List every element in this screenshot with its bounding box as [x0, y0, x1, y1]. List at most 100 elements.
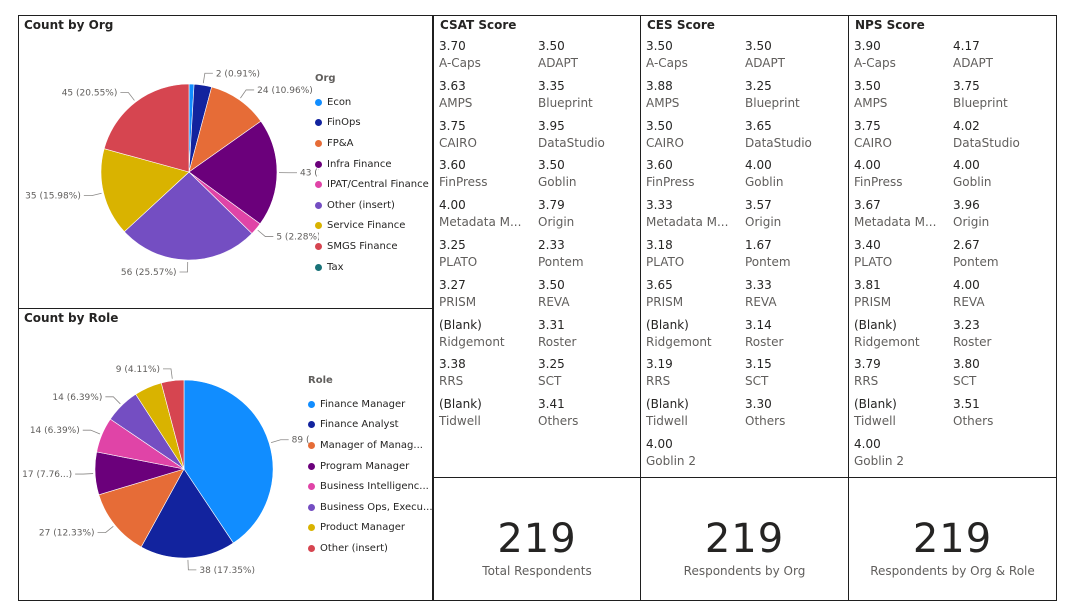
score-item-reva[interactable]: 3.33 REVA: [745, 277, 777, 311]
score-item-pontem[interactable]: 1.67 Pontem: [745, 237, 791, 271]
score-item-origin[interactable]: 3.96 Origin: [953, 197, 989, 231]
score-item-goblin[interactable]: 3.50 Goblin: [538, 157, 577, 191]
score-item-prism[interactable]: 3.65 PRISM: [646, 277, 683, 311]
score-item-a-caps[interactable]: 3.70 A-Caps: [439, 38, 481, 72]
score-item-finpress[interactable]: 3.60 FinPress: [439, 157, 488, 191]
org-legend-item-service-finance[interactable]: Service Finance: [315, 216, 429, 237]
score-item-roster[interactable]: 3.23 Roster: [953, 317, 991, 351]
role-legend-item-business-intelligenc[interactable]: Business Intelligenc...: [308, 476, 433, 497]
score-item-sct[interactable]: 3.25 SCT: [538, 356, 565, 390]
score-item-amps[interactable]: 3.63 AMPS: [439, 78, 472, 112]
score-item-plato[interactable]: 3.40 PLATO: [854, 237, 892, 271]
score-item-roster[interactable]: 3.14 Roster: [745, 317, 783, 351]
score-item-adapt[interactable]: 3.50 ADAPT: [745, 38, 785, 72]
score-item-finpress[interactable]: 4.00 FinPress: [854, 157, 903, 191]
score-item-tidwell[interactable]: (Blank) Tidwell: [854, 396, 897, 430]
role-chart-panel[interactable]: Count by Role 89 (40.64%) 38 (17.35%) 27 (…: [18, 308, 433, 601]
org-legend-item-other-insert[interactable]: Other (insert): [315, 195, 429, 216]
org-slice-other-insert[interactable]: [123, 171, 253, 261]
org-legend-item-econ[interactable]: Econ: [315, 92, 429, 113]
org-chart-title: Count by Org: [24, 18, 114, 32]
role-legend-item-program-manager[interactable]: Program Manager: [308, 456, 433, 477]
score-item-others[interactable]: 3.51 Others: [953, 396, 993, 430]
org-pie-chart[interactable]: 2 (0.91%) 24 (10.96%) 43 (19.63%) 5 (2.28%)…: [19, 16, 319, 308]
score-item-rrs[interactable]: 3.79 RRS: [854, 356, 881, 390]
role-legend-item-other-insert[interactable]: Other (insert): [308, 538, 433, 559]
nps-score-panel[interactable]: NPS Score 3.90 A-Caps 4.17 ADAPT 3.50 AMPS 3.7…: [848, 15, 1057, 478]
score-item-goblin-2[interactable]: 4.00 Goblin 2: [854, 436, 904, 470]
score-item-pontem[interactable]: 2.67 Pontem: [953, 237, 999, 271]
role-legend-item-finance-analyst[interactable]: Finance Analyst: [308, 415, 433, 436]
org-slice-smgs-finance[interactable]: [103, 83, 190, 173]
score-value: 3.50: [646, 39, 673, 53]
csat-score-panel[interactable]: CSAT Score 3.70 A-Caps 3.50 ADAPT 3.63 AMPS 3.…: [433, 15, 641, 478]
score-product-name: Others: [538, 414, 579, 429]
score-item-datastudio[interactable]: 4.02 DataStudio: [953, 118, 1020, 152]
score-item-ridgemont[interactable]: (Blank) Ridgemont: [646, 317, 712, 351]
org-legend-item-infra-finance[interactable]: Infra Finance: [315, 154, 429, 175]
score-item-goblin[interactable]: 4.00 Goblin: [745, 157, 784, 191]
role-slice-finance-analyst[interactable]: [140, 468, 234, 559]
role-pie-chart[interactable]: 89 (40.64%) 38 (17.35%) 27 (12.33%) 17 (7.7…: [19, 309, 309, 600]
score-item-blueprint[interactable]: 3.75 Blueprint: [953, 78, 1008, 112]
org-legend-item-fp-a[interactable]: FP&A: [315, 133, 429, 154]
org-legend-item-smgs-finance[interactable]: SMGS Finance: [315, 236, 429, 257]
score-item-plato[interactable]: 3.18 PLATO: [646, 237, 684, 271]
role-legend-label: Manager of Manag...: [320, 439, 423, 451]
score-item-amps[interactable]: 3.50 AMPS: [854, 78, 887, 112]
score-item-roster[interactable]: 3.31 Roster: [538, 317, 576, 351]
score-item-a-caps[interactable]: 3.90 A-Caps: [854, 38, 896, 72]
score-item-others[interactable]: 3.41 Others: [538, 396, 578, 430]
score-item-rrs[interactable]: 3.19 RRS: [646, 356, 673, 390]
score-item-a-caps[interactable]: 3.50 A-Caps: [646, 38, 688, 72]
total-respondents-card[interactable]: 219 Total Respondents: [433, 477, 641, 601]
role-leader-line: [270, 439, 289, 444]
respondents-by-org-role-card[interactable]: 219 Respondents by Org & Role: [848, 477, 1057, 601]
score-item-datastudio[interactable]: 3.95 DataStudio: [538, 118, 605, 152]
org-legend-item-ipat-central-finance[interactable]: IPAT/Central Finance: [315, 174, 429, 195]
role-slice-other-insert[interactable]: [160, 379, 185, 470]
org-slice-infra-finance[interactable]: [188, 120, 278, 225]
score-item-cairo[interactable]: 3.75 CAIRO: [854, 118, 892, 152]
score-item-metadata-m[interactable]: 4.00 Metadata M...: [439, 197, 521, 231]
org-legend-item-tax[interactable]: Tax: [315, 257, 429, 278]
score-item-tidwell[interactable]: (Blank) Tidwell: [439, 396, 482, 430]
score-item-ridgemont[interactable]: (Blank) Ridgemont: [439, 317, 505, 351]
score-item-origin[interactable]: 3.57 Origin: [745, 197, 781, 231]
role-legend-item-business-ops-execu[interactable]: Business Ops, Execu...: [308, 497, 433, 518]
score-item-others[interactable]: 3.30 Others: [745, 396, 785, 430]
score-item-tidwell[interactable]: (Blank) Tidwell: [646, 396, 689, 430]
score-item-finpress[interactable]: 3.60 FinPress: [646, 157, 695, 191]
score-item-blueprint[interactable]: 3.25 Blueprint: [745, 78, 800, 112]
score-item-cairo[interactable]: 3.75 CAIRO: [439, 118, 477, 152]
score-item-sct[interactable]: 3.80 SCT: [953, 356, 980, 390]
score-item-metadata-m[interactable]: 3.33 Metadata M...: [646, 197, 728, 231]
score-item-adapt[interactable]: 3.50 ADAPT: [538, 38, 578, 72]
score-item-prism[interactable]: 3.27 PRISM: [439, 277, 476, 311]
score-item-plato[interactable]: 3.25 PLATO: [439, 237, 477, 271]
score-item-prism[interactable]: 3.81 PRISM: [854, 277, 891, 311]
score-item-datastudio[interactable]: 3.65 DataStudio: [745, 118, 812, 152]
org-legend-item-finops[interactable]: FinOps: [315, 113, 429, 134]
score-item-reva[interactable]: 4.00 REVA: [953, 277, 985, 311]
score-item-origin[interactable]: 3.79 Origin: [538, 197, 574, 231]
org-slice-service-finance[interactable]: [100, 148, 190, 233]
score-item-pontem[interactable]: 2.33 Pontem: [538, 237, 584, 271]
score-item-cairo[interactable]: 3.50 CAIRO: [646, 118, 684, 152]
score-item-rrs[interactable]: 3.38 RRS: [439, 356, 466, 390]
score-item-reva[interactable]: 3.50 REVA: [538, 277, 570, 311]
org-chart-panel[interactable]: Count by Org 2 (0.91%) 24 (10.96%) 43 (19.…: [18, 15, 433, 309]
score-item-amps[interactable]: 3.88 AMPS: [646, 78, 679, 112]
score-item-blueprint[interactable]: 3.35 Blueprint: [538, 78, 593, 112]
score-item-sct[interactable]: 3.15 SCT: [745, 356, 772, 390]
role-legend-item-manager-of-manag[interactable]: Manager of Manag...: [308, 435, 433, 456]
score-item-ridgemont[interactable]: (Blank) Ridgemont: [854, 317, 920, 351]
score-item-goblin-2[interactable]: 4.00 Goblin 2: [646, 436, 696, 470]
score-item-goblin[interactable]: 4.00 Goblin: [953, 157, 992, 191]
respondents-by-org-card[interactable]: 219 Respondents by Org: [640, 477, 849, 601]
role-legend-item-finance-manager[interactable]: Finance Manager: [308, 394, 433, 415]
score-item-adapt[interactable]: 4.17 ADAPT: [953, 38, 993, 72]
score-item-metadata-m[interactable]: 3.67 Metadata M...: [854, 197, 936, 231]
role-legend-item-product-manager[interactable]: Product Manager: [308, 518, 433, 539]
ces-score-panel[interactable]: CES Score 3.50 A-Caps 3.50 ADAPT 3.88 AMPS 3.2…: [640, 15, 849, 478]
